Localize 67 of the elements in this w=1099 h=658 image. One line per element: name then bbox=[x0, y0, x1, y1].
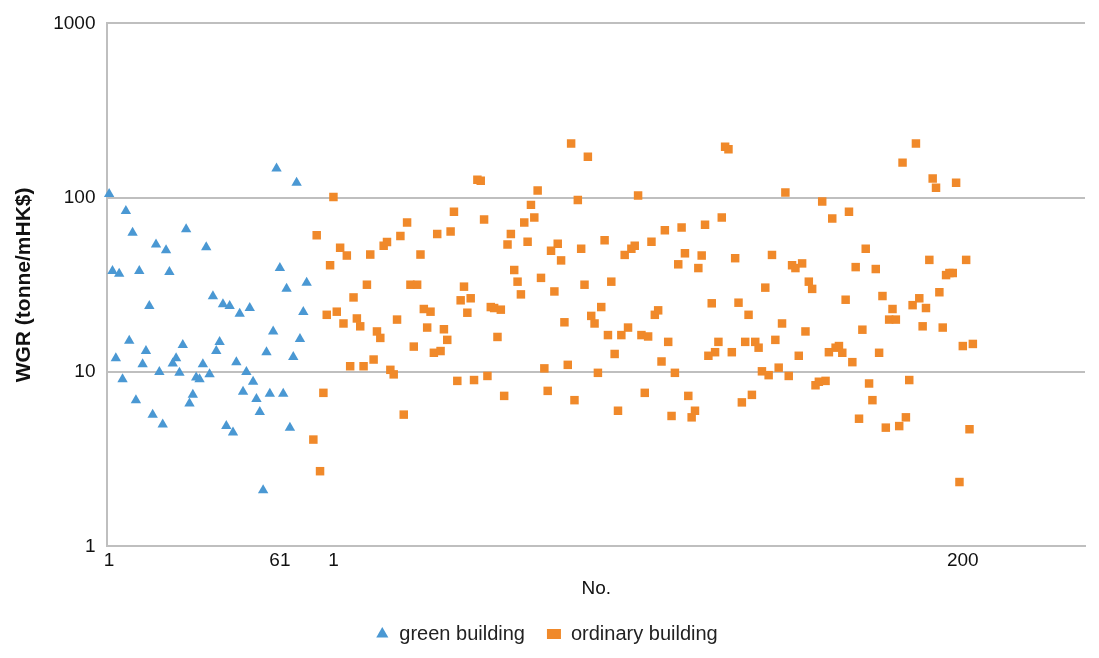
y-axis-title: WGR (tonne/mHK$) bbox=[11, 187, 35, 383]
point bbox=[184, 397, 195, 407]
point bbox=[284, 421, 296, 431]
point bbox=[281, 282, 292, 292]
point bbox=[271, 162, 282, 172]
point bbox=[157, 418, 168, 428]
point bbox=[154, 366, 165, 376]
point bbox=[187, 388, 199, 398]
point bbox=[257, 484, 269, 494]
point bbox=[211, 345, 222, 355]
point bbox=[144, 300, 155, 310]
point bbox=[120, 204, 132, 214]
point bbox=[201, 241, 212, 251]
point bbox=[137, 358, 148, 368]
point bbox=[124, 334, 135, 344]
y-tick-label: 1000 bbox=[53, 11, 96, 33]
point bbox=[288, 351, 299, 361]
point bbox=[231, 356, 242, 366]
point bbox=[103, 188, 115, 198]
point bbox=[140, 345, 152, 355]
point bbox=[127, 226, 138, 236]
point bbox=[221, 420, 232, 430]
point bbox=[261, 346, 272, 356]
point bbox=[160, 244, 172, 254]
point bbox=[174, 366, 185, 376]
point bbox=[227, 426, 239, 436]
point bbox=[264, 387, 276, 397]
y-tick-label: 1 bbox=[84, 534, 96, 556]
point bbox=[274, 262, 286, 272]
point bbox=[110, 352, 122, 362]
point bbox=[107, 264, 118, 274]
x-tick-label: 61 bbox=[269, 549, 291, 571]
x-axis-title: No. bbox=[581, 576, 612, 598]
point bbox=[150, 238, 162, 248]
x-tick-label: 200 bbox=[946, 549, 979, 571]
legend-label: ordinary building bbox=[570, 621, 718, 644]
point bbox=[113, 267, 125, 277]
point bbox=[298, 306, 309, 316]
point bbox=[301, 276, 312, 286]
point bbox=[204, 368, 215, 378]
point bbox=[224, 300, 235, 310]
point bbox=[244, 302, 255, 312]
point bbox=[291, 176, 302, 186]
point bbox=[164, 265, 175, 275]
point bbox=[170, 352, 182, 362]
point bbox=[254, 406, 265, 416]
point bbox=[294, 332, 306, 342]
point bbox=[237, 385, 249, 395]
point bbox=[278, 387, 289, 397]
y-tick-label: 100 bbox=[63, 185, 96, 207]
point bbox=[134, 264, 145, 274]
point bbox=[177, 338, 188, 348]
point bbox=[247, 375, 259, 385]
x-tick-label: 1 bbox=[103, 549, 115, 571]
point bbox=[180, 223, 192, 233]
point bbox=[207, 290, 219, 300]
legend-label: green building bbox=[399, 621, 525, 644]
point bbox=[147, 408, 158, 418]
point bbox=[117, 373, 128, 383]
point bbox=[251, 393, 262, 403]
point bbox=[241, 366, 252, 376]
x-tick-label: 1 bbox=[328, 549, 339, 571]
point bbox=[130, 394, 142, 404]
point bbox=[197, 358, 209, 368]
y-tick-label: 10 bbox=[74, 360, 96, 382]
point bbox=[214, 335, 225, 345]
point bbox=[234, 307, 245, 317]
